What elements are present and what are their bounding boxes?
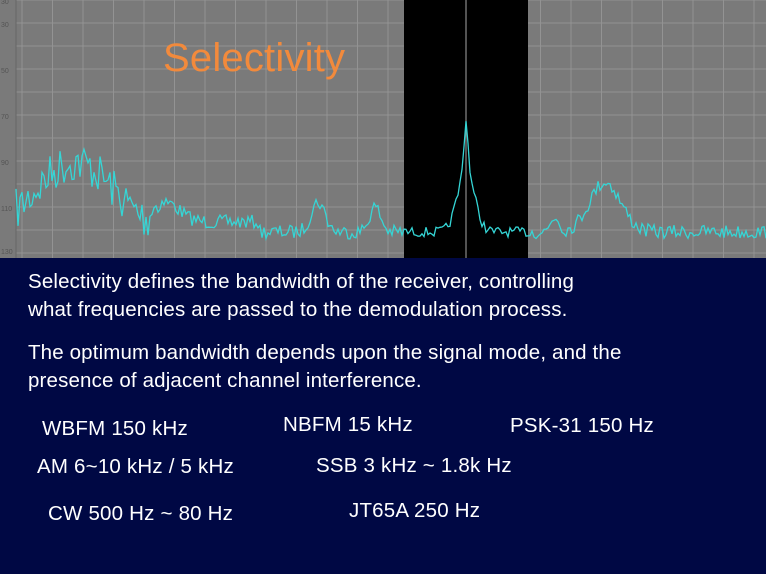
selectivity-description: Selectivity defines the bandwidth of the…	[28, 268, 748, 324]
axis-tick-label: 70	[1, 114, 9, 121]
mode-wbfm: WBFM 150 kHz	[42, 417, 188, 440]
spectrum-trace	[15, 121, 766, 242]
description-line: Selectivity defines the bandwidth of the…	[28, 270, 575, 293]
axis-tick-label: 50	[1, 68, 9, 75]
axis-strip	[0, 0, 16, 258]
description-line: presence of adjacent channel interferenc…	[28, 369, 422, 392]
mode-jt65a: JT65A 250 Hz	[349, 499, 481, 522]
axis-tick-label: 110	[1, 206, 12, 213]
description-line: The optimum bandwidth depends upon the s…	[28, 341, 622, 364]
mode-psk31: PSK-31 150 Hz	[510, 414, 654, 437]
description-line: what frequencies are passed to the demod…	[28, 298, 568, 321]
mode-nbfm: NBFM 15 kHz	[283, 413, 413, 436]
bandwidth-description: The optimum bandwidth depends upon the s…	[28, 339, 748, 395]
axis-tick-label: 30	[1, 22, 9, 29]
spectrum-background	[0, 0, 766, 258]
mode-ssb: SSB 3 kHz ~ 1.8k Hz	[316, 454, 512, 477]
axis-tick-label: 130	[1, 249, 13, 256]
axis-tick-label: 90	[1, 160, 9, 167]
spectrum-display: 30 30 50 70 90 110 130	[0, 0, 766, 258]
axis-tick-label: 30	[1, 0, 9, 6]
slide-title: Selectivity	[163, 36, 346, 80]
mode-am: AM 6~10 kHz / 5 kHz	[37, 455, 234, 478]
mode-cw: CW 500 Hz ~ 80 Hz	[48, 502, 234, 525]
axis-tick-labels: 30 30 50 70 90 110 130	[1, 0, 13, 256]
